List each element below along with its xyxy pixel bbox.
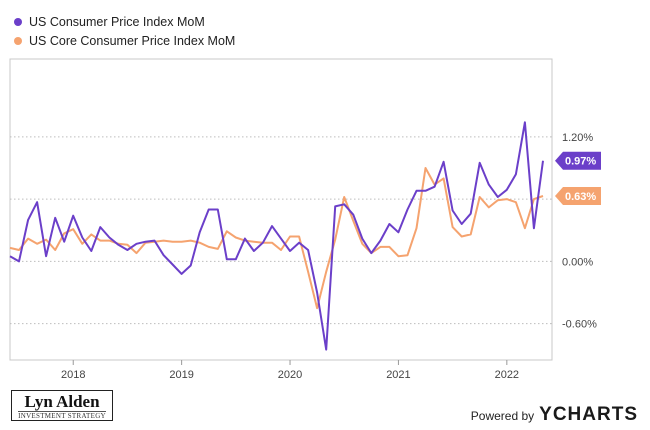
ycharts-brand: YCHARTS [539,404,638,425]
end-label-cpi: 0.97% [555,151,601,170]
x-tick-label: 2019 [169,369,193,381]
x-tick-label: 2020 [278,369,302,381]
x-tick-label: 2021 [386,369,410,381]
legend-label-core-cpi: US Core Consumer Price Index MoM [29,33,236,48]
end-label-core-cpi: 0.63% [555,187,601,206]
powered-by-ycharts: Powered by YCHARTS [471,404,638,426]
series-line-core-cpi [9,167,544,310]
end-value-labels: 0.97% 0.63% [555,151,601,206]
end-label-value: 0.97% [565,156,596,168]
lyn-alden-logo: Lyn Alden INVESTMENT STRATEGY [11,390,113,421]
legend-item-core-cpi: US Core Consumer Price Index MoM [14,31,235,50]
y-axis-ticks: 1.20% 0.00% -0.60% [562,132,597,331]
legend-marker-cpi [14,17,22,26]
logo-name: Lyn Alden [24,392,100,411]
plot-border [9,58,553,361]
y-tick-label: 0.00% [562,256,593,268]
end-label-tag [555,187,601,206]
series-lines [9,121,544,351]
powered-by-text: Powered by [470,409,535,423]
x-tick-label: 2018 [61,369,85,381]
chart-legend: US Consumer Price Index MoM US Core Cons… [14,12,235,50]
end-label-value: 0.63% [565,191,596,203]
y-tick-label: -0.60% [562,319,597,331]
logo-subtitle: INVESTMENT STRATEGY [18,411,106,420]
series-line-cpi [9,121,544,351]
y-tick-label: 1.20% [562,132,593,144]
x-axis-ticks: 2018 2019 2020 2021 2022 [61,360,519,381]
x-tick-label: 2022 [495,369,519,381]
legend-item-cpi: US Consumer Price Index MoM [14,12,235,31]
end-label-tag [555,151,601,170]
legend-label-cpi: US Consumer Price Index MoM [29,14,205,29]
legend-marker-core-cpi [14,36,22,45]
